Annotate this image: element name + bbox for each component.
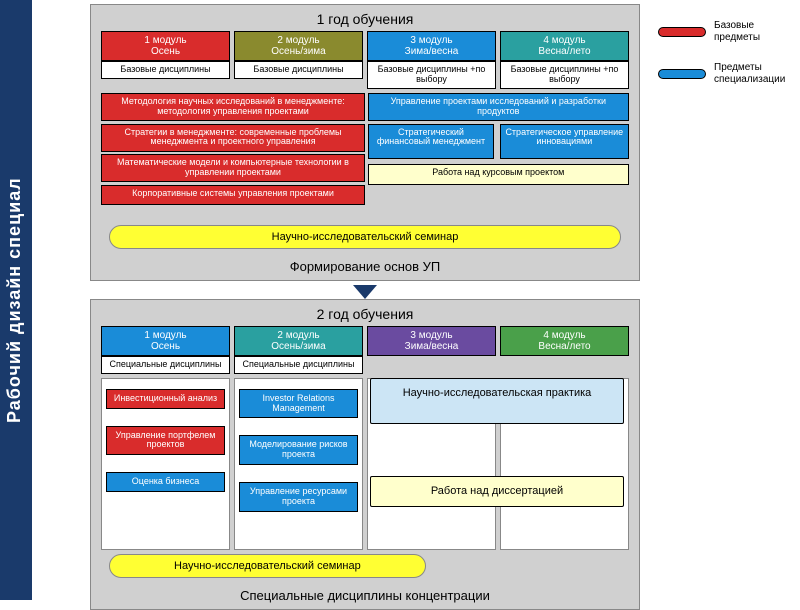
course-block: Математические модели и компьютерные тех…	[101, 154, 365, 182]
year2-seminar: Научно-исследовательский семинар	[109, 554, 426, 578]
module-header: 2 модульОсень/зима	[234, 31, 363, 61]
course-block: Управление проектами исследований и разр…	[368, 93, 629, 121]
module-subheader: Базовые дисциплины +по выбору	[500, 61, 629, 89]
year2-panel: 2 год обучения 1 модульОсеньСпециальные …	[90, 299, 640, 610]
course-block: Investor Relations Management	[239, 389, 358, 419]
module-header: 1 модульОсень	[101, 326, 230, 356]
module-subheader: Специальные дисциплины	[101, 356, 230, 374]
year1-modules: 1 модульОсеньБазовые дисциплины2 модульО…	[101, 31, 629, 89]
arrow-down-icon	[350, 285, 380, 299]
legend-swatch-base	[658, 27, 706, 37]
year2-col-2: Investor Relations Management Моделирован…	[234, 378, 363, 550]
module-column: 2 модульОсень/зимаСпециальные дисциплины	[234, 326, 363, 374]
module-column: 1 модульОсеньСпециальные дисциплины	[101, 326, 230, 374]
module-header: 4 модульВесна/лето	[500, 326, 629, 356]
legend-item: Предметы специализации	[658, 62, 798, 86]
main-content: 1 год обучения 1 модульОсеньБазовые дисц…	[90, 4, 640, 596]
legend: Базовые предметы Предметы специализации	[658, 20, 798, 104]
year1-seminar: Научно-исследовательский семинар	[109, 225, 621, 249]
module-subheader: Базовые дисциплины +по выбору	[367, 61, 496, 89]
module-subheader: Базовые дисциплины	[234, 61, 363, 79]
legend-label: Предметы специализации	[714, 62, 798, 86]
year1-footer: Формирование основ УП	[101, 255, 629, 274]
module-header: 2 модульОсень/зима	[234, 326, 363, 356]
course-block: Стратегии в менеджменте: современные про…	[101, 124, 365, 152]
module-header: 3 модульЗима/весна	[367, 31, 496, 61]
year1-title: 1 год обучения	[101, 11, 629, 27]
year2-body: Инвестиционный анализ Управление портфеле…	[101, 378, 629, 550]
module-column: 4 модульВесна/летоБазовые дисциплины +по…	[500, 31, 629, 89]
overlay-block: Работа над диссертацией	[370, 476, 623, 507]
course-block: Стратегический финансовый менеджмент	[368, 124, 495, 160]
legend-label: Базовые предметы	[714, 20, 798, 44]
module-subheader: Базовые дисциплины	[101, 61, 230, 79]
sidebar-title: Рабочий дизайн специал	[0, 0, 29, 600]
module-column: 3 модульЗима/веснаБазовые дисциплины +по…	[367, 31, 496, 89]
module-header: 4 модульВесна/лето	[500, 31, 629, 61]
sidebar: Рабочий дизайн специал	[0, 0, 32, 600]
module-column: 3 модульЗима/весна	[367, 326, 496, 374]
year2-col-1: Инвестиционный анализ Управление портфеле…	[101, 378, 230, 550]
course-block: Инвестиционный анализ	[106, 389, 225, 409]
module-column: 1 модульОсеньБазовые дисциплины	[101, 31, 230, 89]
year1-courses: Методология научных исследований в менед…	[101, 93, 629, 221]
legend-item: Базовые предметы	[658, 20, 798, 44]
course-block: Оценка бизнеса	[106, 472, 225, 492]
course-block: Стратегическое управление инновациями	[500, 124, 629, 160]
course-block: Методология научных исследований в менед…	[101, 93, 365, 121]
overlay-block: Научно-исследовательская практика	[370, 378, 623, 424]
legend-swatch-spec	[658, 69, 706, 79]
year1-panel: 1 год обучения 1 модульОсеньБазовые дисц…	[90, 4, 640, 281]
course-block: Управление портфелем проектов	[106, 426, 225, 456]
module-column: 4 модульВесна/лето	[500, 326, 629, 374]
course-block: Работа над курсовым проектом	[368, 164, 629, 184]
module-column: 2 модульОсень/зимаБазовые дисциплины	[234, 31, 363, 89]
course-block: Моделирование рисков проекта	[239, 435, 358, 465]
module-subheader: Специальные дисциплины	[234, 356, 363, 374]
module-header: 3 модульЗима/весна	[367, 326, 496, 356]
module-header: 1 модульОсень	[101, 31, 230, 61]
year2-title: 2 год обучения	[101, 306, 629, 322]
course-block: Корпоративные системы управления проекта…	[101, 185, 365, 205]
year2-modules: 1 модульОсеньСпециальные дисциплины2 мод…	[101, 326, 629, 374]
course-block: Управление ресурсами проекта	[239, 482, 358, 512]
